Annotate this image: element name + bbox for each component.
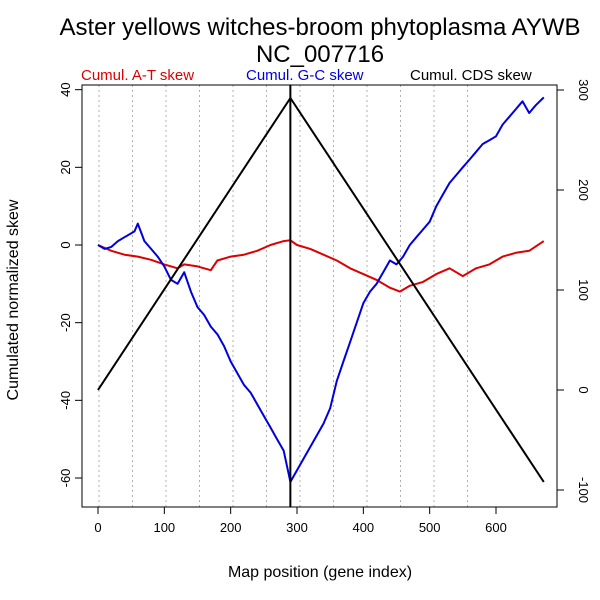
y-left-tick-label: 20 — [58, 160, 73, 174]
legend-at-skew: Cumul. A-T skew — [81, 67, 194, 84]
y-right-tick-label: 100 — [576, 279, 591, 301]
axes: 0 100 200 300 400 500 600 -60 -40 -20 0 20 40 -100 0 10… — [58, 79, 591, 535]
x-tick-label: 600 — [485, 520, 507, 535]
chart-subtitle: NC_007716 — [256, 41, 384, 68]
x-tick-label: 500 — [419, 520, 441, 535]
legend-cds-skew: Cumul. CDS skew — [410, 67, 532, 84]
y-left-tick-label: -60 — [58, 469, 73, 488]
series-group — [97, 85, 545, 507]
x-tick-label: 100 — [153, 520, 175, 535]
x-tick-label: 200 — [220, 520, 242, 535]
y-left-tick-label: -20 — [58, 313, 73, 332]
y-left-tick-label: -40 — [58, 391, 73, 410]
y-axis-label: Cumulated normalized skew — [5, 199, 22, 400]
gc-skew-line — [97, 96, 545, 483]
y-left-tick-label: 0 — [58, 241, 73, 248]
chart-title: Aster yellows witches-broom phytoplasma … — [59, 14, 580, 41]
y-right-tick-label: 0 — [576, 386, 591, 393]
x-tick-label: 400 — [352, 520, 374, 535]
x-tick-label: 300 — [286, 520, 308, 535]
y-left-tick-label: 40 — [58, 82, 73, 96]
cds-skew-line — [97, 97, 545, 483]
y-right-tick-label: 200 — [576, 179, 591, 201]
y-right-tick-label: -100 — [576, 477, 591, 503]
y-right-tick-label: 300 — [576, 79, 591, 101]
x-tick-label: 0 — [94, 520, 101, 535]
x-axis-label: Map position (gene index) — [228, 564, 412, 581]
legend-gc-skew: Cumul. G-C skew — [246, 67, 364, 84]
grid — [98, 85, 468, 507]
plot-frame — [81, 84, 558, 508]
